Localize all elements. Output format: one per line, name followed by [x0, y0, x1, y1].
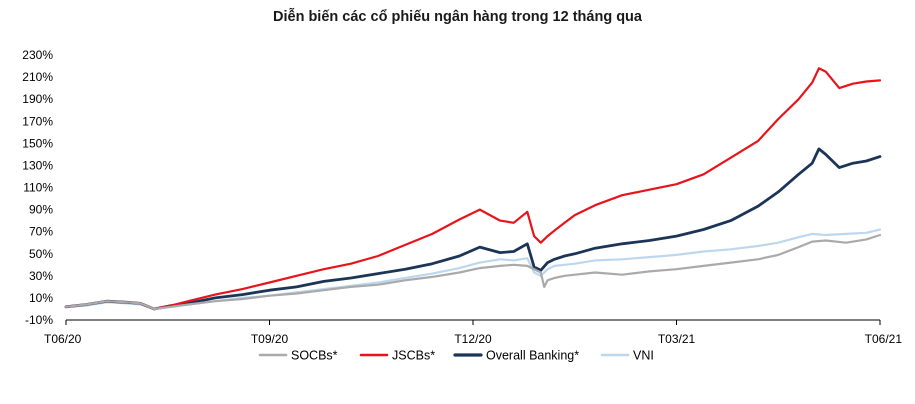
- x-tick-label: T06/20: [44, 332, 82, 346]
- y-tick-label: 170%: [22, 114, 53, 128]
- y-tick-label: 190%: [22, 92, 53, 106]
- series-lines: [64, 67, 882, 311]
- legend-label: Overall Banking*: [486, 349, 579, 363]
- y-tick-label: 210%: [22, 70, 53, 84]
- legend: SOCBs* JSCBs* Overall Banking* VNI: [258, 349, 654, 363]
- y-tick-label: 10%: [29, 291, 53, 305]
- y-tick-label: 130%: [22, 158, 53, 172]
- series-line-overall-banking: [64, 147, 882, 311]
- legend-label: VNI: [633, 349, 654, 363]
- series-line-socbs: [64, 233, 882, 311]
- x-tick-label: T09/20: [251, 332, 289, 346]
- y-tick-label: 230%: [22, 48, 53, 62]
- x-axis: T06/20 T09/20 T12/20 T03/21 T06/21: [44, 319, 903, 346]
- y-tick-label: 30%: [29, 269, 53, 283]
- y-tick-label: 150%: [22, 136, 53, 150]
- x-tick-label: T03/21: [658, 332, 696, 346]
- legend-label: SOCBs*: [291, 349, 338, 363]
- chart-title: Diễn biến các cổ phiếu ngân hàng trong 1…: [273, 9, 642, 25]
- y-tick-label: -10%: [25, 313, 53, 327]
- y-axis-labels: -10% 10% 30% 50% 70% 90% 110% 130% 150% 170% 190% 2…: [22, 48, 53, 327]
- y-tick-label: 90%: [29, 203, 53, 217]
- series-line-jscbs: [64, 67, 882, 311]
- y-tick-label: 70%: [29, 225, 53, 239]
- y-tick-label: 50%: [29, 247, 53, 261]
- legend-label: JSCBs*: [392, 349, 435, 363]
- y-tick-label: 110%: [23, 181, 53, 195]
- x-tick-label: T12/20: [454, 332, 492, 346]
- x-tick-label: T06/21: [865, 332, 903, 346]
